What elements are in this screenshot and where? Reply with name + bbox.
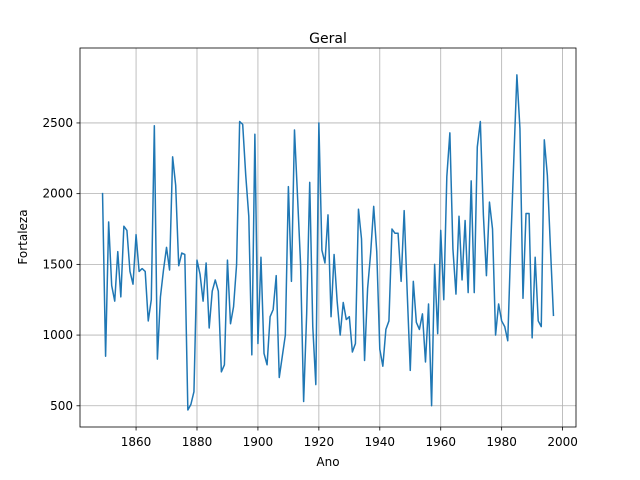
- x-tick-label: 1940: [365, 435, 396, 449]
- chart-title: Geral: [309, 31, 347, 47]
- y-tick-label: 1000: [42, 328, 73, 342]
- data-line: [101, 74, 555, 411]
- x-axis-label: Ano: [316, 455, 339, 469]
- x-tick-label: 1900: [243, 435, 274, 449]
- y-tick-label: 2000: [42, 187, 73, 201]
- plot-frame: [79, 47, 577, 428]
- x-tick-label: 1860: [121, 435, 152, 449]
- y-tick-label: 2500: [42, 116, 73, 130]
- x-tick-label: 1960: [425, 435, 456, 449]
- x-tick-label: 2000: [547, 435, 578, 449]
- x-tick-label: 1880: [182, 435, 213, 449]
- x-tick-label: 1920: [304, 435, 335, 449]
- y-tick-label: 1500: [42, 257, 73, 271]
- y-tick-label: 500: [50, 399, 73, 413]
- x-tick-label: 1980: [486, 435, 517, 449]
- y-axis-label: Fortaleza: [16, 209, 30, 264]
